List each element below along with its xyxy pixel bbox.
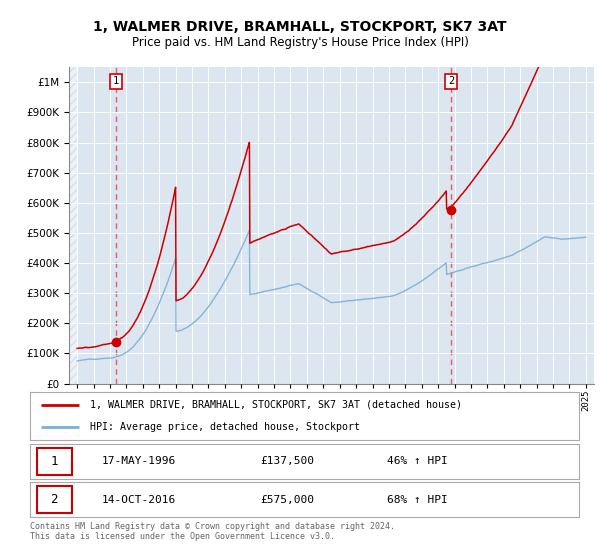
Text: 14-OCT-2016: 14-OCT-2016 [101, 494, 176, 505]
Text: 1: 1 [113, 76, 119, 86]
Text: 17-MAY-1996: 17-MAY-1996 [101, 456, 176, 466]
Text: Contains HM Land Registry data © Crown copyright and database right 2024.
This d: Contains HM Land Registry data © Crown c… [30, 522, 395, 542]
FancyBboxPatch shape [37, 448, 72, 475]
Bar [69, 67, 77, 384]
Text: £575,000: £575,000 [260, 494, 314, 505]
FancyBboxPatch shape [37, 486, 72, 513]
Text: 1, WALMER DRIVE, BRAMHALL, STOCKPORT, SK7 3AT: 1, WALMER DRIVE, BRAMHALL, STOCKPORT, SK… [93, 20, 507, 34]
Text: Price paid vs. HM Land Registry's House Price Index (HPI): Price paid vs. HM Land Registry's House … [131, 36, 469, 49]
Text: 68% ↑ HPI: 68% ↑ HPI [387, 494, 448, 505]
Text: 1, WALMER DRIVE, BRAMHALL, STOCKPORT, SK7 3AT (detached house): 1, WALMER DRIVE, BRAMHALL, STOCKPORT, SK… [91, 400, 463, 410]
Text: 1: 1 [50, 455, 58, 468]
Text: 2: 2 [50, 493, 58, 506]
Text: HPI: Average price, detached house, Stockport: HPI: Average price, detached house, Stoc… [91, 422, 361, 432]
Text: 2: 2 [448, 76, 454, 86]
Text: £137,500: £137,500 [260, 456, 314, 466]
Text: 46% ↑ HPI: 46% ↑ HPI [387, 456, 448, 466]
